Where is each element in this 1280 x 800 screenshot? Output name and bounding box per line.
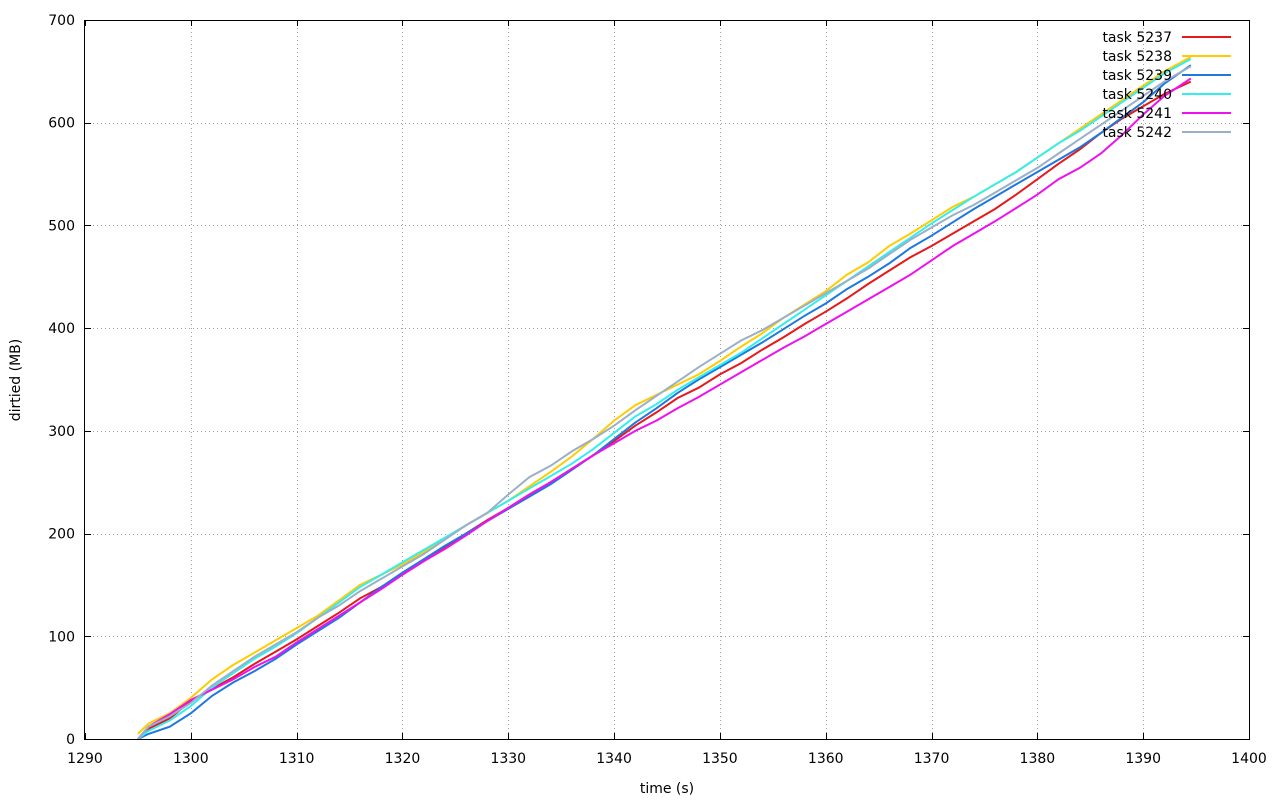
y-tick-label: 200: [48, 527, 75, 543]
plot-frame: [84, 20, 1250, 740]
x-tick-label: 1400: [1231, 751, 1267, 767]
series-line-task-5241: [137, 77, 1192, 740]
x-tick-label: 1370: [914, 751, 950, 767]
legend-label: task 5237: [1102, 30, 1172, 46]
x-tick-label: 1380: [1020, 751, 1056, 767]
axis-ticks: 1290 1300 1310 1320 1330 1340 1350 1360 1370 1380…: [48, 13, 1267, 767]
x-tick-label: 1300: [173, 751, 209, 767]
y-tick-label: 500: [48, 218, 75, 234]
legend-label: task 5239: [1102, 68, 1172, 84]
y-tick-label: 400: [48, 321, 75, 337]
legend-label: task 5241: [1102, 106, 1172, 122]
x-tick-label: 1290: [67, 751, 103, 767]
legend-label: task 5238: [1102, 49, 1172, 65]
series-lines: [137, 56, 1192, 740]
legend: task 5237 task 5238 task 5239 task 5240 task…: [1102, 30, 1231, 141]
grid: [85, 20, 1249, 739]
series-line-task-5239: [137, 64, 1192, 740]
y-axis-title: dirtied (MB): [8, 339, 24, 421]
y-tick-label: 100: [48, 629, 75, 645]
x-tick-label: 1340: [596, 751, 632, 767]
x-axis-title: time (s): [640, 781, 694, 797]
x-tick-label: 1320: [385, 751, 421, 767]
series-line-task-5240: [137, 58, 1192, 740]
y-tick-label: 600: [48, 116, 75, 132]
x-tick-label: 1350: [702, 751, 738, 767]
legend-label: task 5240: [1102, 87, 1172, 103]
series-line-task-5237: [137, 80, 1192, 740]
x-tick-label: 1360: [808, 751, 844, 767]
x-tick-label: 1390: [1125, 751, 1161, 767]
legend-label: task 5242: [1102, 125, 1172, 141]
series-line-task-5242: [137, 65, 1192, 740]
y-tick-label: 300: [48, 424, 75, 440]
y-tick-label: 700: [48, 13, 75, 29]
x-tick-label: 1330: [490, 751, 526, 767]
x-tick-label: 1310: [279, 751, 315, 767]
y-tick-label: 0: [66, 732, 75, 748]
